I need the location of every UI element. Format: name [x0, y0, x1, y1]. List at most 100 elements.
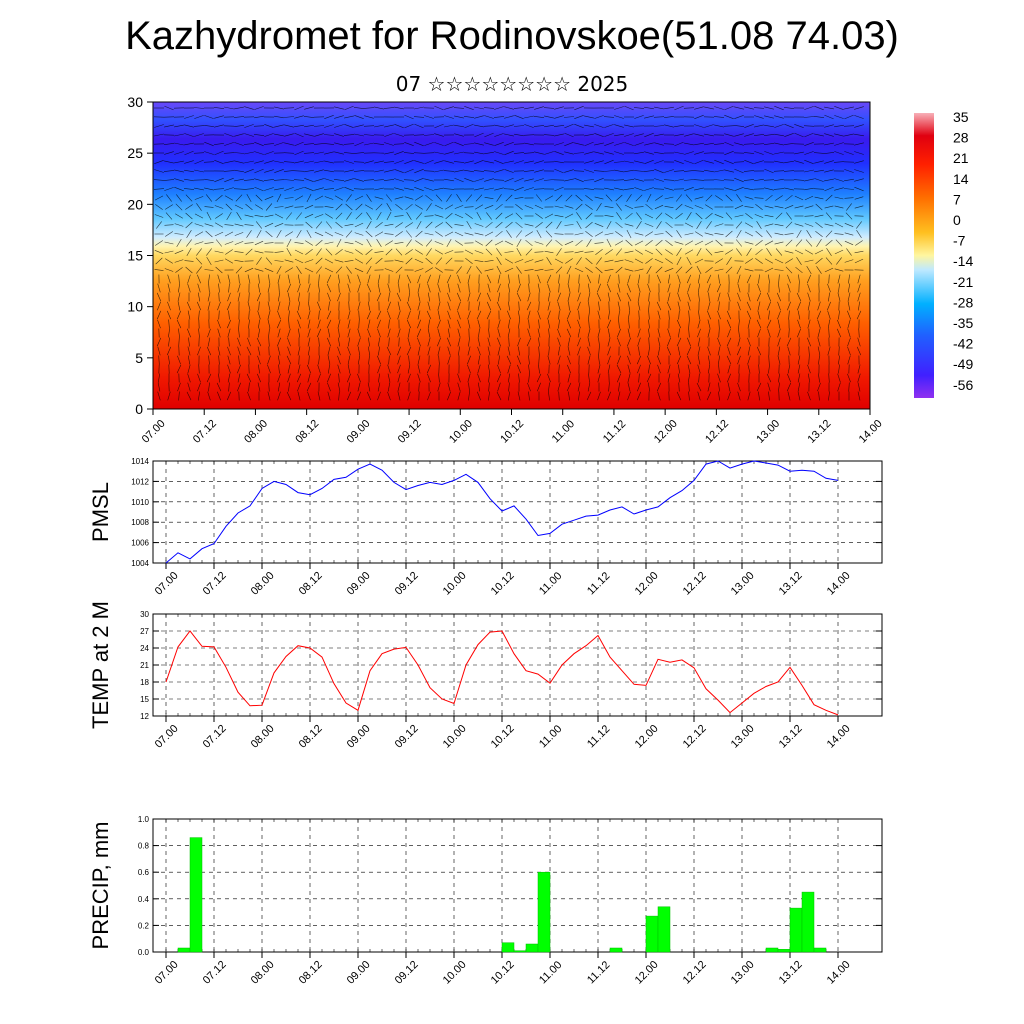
pmsl-frame [152, 460, 883, 564]
precip-frame [152, 818, 883, 953]
colorbar-label: -7 [953, 233, 966, 249]
precip-axis-title: PRECIP, mm [88, 822, 113, 950]
precip-bar [177, 947, 191, 953]
temp-y-tick-label: 18 [140, 678, 149, 687]
colorbar-label: -49 [953, 356, 973, 372]
temp-x-tick-label: 12.00 [633, 723, 661, 751]
temp-y-tick-label: 27 [140, 627, 149, 636]
temp-x-tick-label: 09.12 [393, 723, 421, 751]
chart-title: Kazhydromet for Rodinovskoe(51.08 74.03) [125, 14, 899, 58]
precip-x-tick-label: 10.00 [441, 959, 469, 987]
precip-x-tick-label: 14.00 [825, 959, 853, 987]
precip-x-tick-label: 07.00 [153, 959, 181, 987]
heatmap-y-tick-label: 0 [135, 401, 143, 417]
temp-x-tick-label: 10.12 [489, 723, 517, 751]
precip-x-tick-label: 11.00 [537, 959, 564, 986]
pmsl-x-tick-label: 13.00 [729, 570, 757, 598]
precip-bar [813, 947, 827, 953]
temp-x-tick-label: 07.00 [153, 723, 181, 751]
colorbar-label: 0 [953, 212, 961, 228]
precip-bar [189, 837, 203, 953]
heatmap-y-tick-label: 5 [135, 350, 143, 366]
temp-x-tick-label: 13.12 [777, 723, 805, 751]
heatmap-y-tick-label: 10 [127, 299, 143, 315]
temp-y-tick-label: 24 [140, 644, 149, 653]
temp-y-tick-label: 15 [140, 695, 149, 704]
precip-y-tick-label: 1.0 [138, 815, 150, 824]
temp-axis-title: TEMP at 2 M [88, 601, 113, 729]
precip-bar [801, 891, 815, 953]
pmsl-y-tick-label: 1004 [131, 559, 149, 568]
pmsl-x-tick-label: 09.00 [345, 570, 373, 598]
precip-x-tick-label: 10.12 [489, 959, 517, 987]
temp-series-line [165, 630, 839, 716]
heatmap-x-tick-label: 10.00 [447, 418, 475, 446]
heatmap-x-tick-label: 11.12 [601, 418, 628, 445]
precip-x-tick-label: 11.12 [585, 959, 612, 986]
colorbar-label: -21 [953, 274, 973, 290]
pmsl-series-line [165, 460, 839, 564]
precip-bar [657, 906, 671, 953]
temp-y-tick-label: 30 [140, 610, 149, 619]
temperature-cross-section: 0 5 10 15 20 25 30 07.00 07.12 08.00 08.12 09.00 09.… [127, 94, 884, 446]
colorbar-label: 21 [953, 150, 969, 166]
colorbar-label: -42 [953, 336, 973, 352]
pmsl-x-tick-label: 10.12 [489, 570, 517, 598]
precip-bar [777, 949, 791, 953]
pmsl-x-tick-label: 09.12 [393, 570, 421, 598]
precip-y-tick-label: 0.4 [138, 895, 150, 904]
colorbar-label: 14 [953, 171, 969, 187]
precip-bar [501, 942, 515, 953]
pmsl-y-tick-label: 1012 [131, 477, 149, 486]
precip-bar [525, 943, 539, 953]
temp-x-tick-label: 14.00 [825, 723, 853, 751]
temp-x-tick-label: 08.00 [249, 723, 277, 751]
pmsl-x-tick-label: 08.00 [249, 570, 277, 598]
precip-x-tick-label: 13.12 [777, 959, 805, 987]
pmsl-x-tick-label: 08.12 [297, 570, 325, 598]
precip-panel: 07.00 07.12 08.00 08.12 09.00 09.12 10.00 10.12… [88, 815, 883, 987]
colorbar-label: 35 [953, 109, 969, 125]
temp-panel: 07.00 07.12 08.00 08.12 09.00 09.12 10.00 10.12… [88, 601, 883, 751]
pmsl-panel: 07.00 07.12 08.00 08.12 09.00 09.12 10.00 10.12… [88, 457, 883, 598]
pmsl-x-tick-label: 10.00 [441, 570, 469, 598]
heatmap-y-tick-label: 15 [127, 248, 143, 264]
temp-x-tick-label: 08.12 [297, 723, 325, 751]
temp-x-tick-label: 09.00 [345, 723, 373, 751]
precip-bar [513, 950, 527, 953]
heatmap-x-tick-label: 08.00 [242, 418, 270, 446]
heatmap-y-tick-label: 30 [127, 94, 143, 110]
precip-bar [645, 915, 659, 953]
colorbar-label: -56 [953, 377, 973, 393]
precip-x-tick-label: 08.12 [297, 959, 325, 987]
chart-subtitle: 07 ☆☆☆☆☆☆☆☆ 2025 [395, 72, 629, 96]
pmsl-y-tick-label: 1006 [131, 539, 149, 548]
pmsl-x-tick-label: 11.12 [585, 570, 612, 597]
temp-x-tick-label: 11.12 [585, 723, 612, 750]
colorbar: 35 28 21 14 7 0 -7 -14 -21 -28 -35 -42 -49 -56 [914, 109, 973, 398]
temp-x-tick-label: 11.00 [537, 723, 564, 750]
temp-x-tick-label: 07.12 [201, 723, 229, 751]
temp-x-tick-label: 12.12 [681, 723, 709, 751]
heatmap-x-tick-label: 08.12 [293, 418, 321, 446]
precip-y-tick-label: 0.6 [138, 868, 150, 877]
heatmap-field [153, 102, 870, 409]
pmsl-x-tick-label: 14.00 [825, 570, 853, 598]
precip-x-tick-label: 12.12 [681, 959, 709, 987]
pmsl-y-tick-label: 1008 [131, 518, 149, 527]
precip-y-tick-label: 0.0 [138, 948, 150, 957]
pmsl-x-tick-label: 12.00 [633, 570, 661, 598]
heatmap-y-tick-label: 20 [127, 196, 143, 212]
pmsl-axis-title: PMSL [88, 482, 113, 542]
heatmap-x-tick-label: 09.12 [396, 418, 424, 446]
heatmap-x-tick-label: 07.00 [140, 418, 168, 446]
precip-y-tick-label: 0.2 [138, 921, 150, 930]
heatmap-x-tick-label: 07.12 [191, 418, 219, 446]
precip-x-tick-label: 13.00 [729, 959, 757, 987]
temp-y-tick-label: 12 [140, 712, 149, 721]
pmsl-x-tick-label: 11.00 [537, 570, 564, 597]
colorbar-label: -35 [953, 315, 973, 331]
heatmap-x-tick-label: 14.00 [857, 418, 885, 446]
temp-x-tick-label: 10.00 [441, 723, 469, 751]
